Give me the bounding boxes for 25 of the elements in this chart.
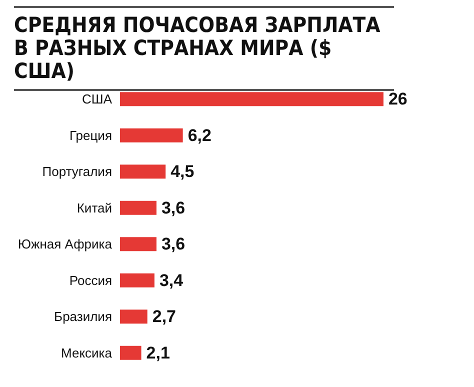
data-label: 26 [388, 90, 408, 109]
bar [120, 310, 148, 324]
data-label: 3,6 [161, 234, 186, 254]
y-tick-label: Мексика [60, 345, 113, 360]
data-label: 3,6 [161, 198, 186, 218]
y-tick-label: Китай [76, 200, 112, 216]
bar [120, 346, 142, 360]
data-label: 3,4 [159, 270, 184, 290]
y-tick-label: Россия [69, 272, 112, 288]
bar [120, 92, 384, 106]
bar [120, 164, 166, 179]
data-label: 2,1 [146, 343, 170, 362]
data-label: 6,2 [188, 126, 212, 145]
data-label: 4,5 [170, 162, 194, 182]
data-label: 2,7 [152, 307, 176, 326]
y-tick-label: Южная Африка [18, 236, 113, 252]
bar [120, 273, 154, 288]
chart-title: СРЕДНЯЯ ПОЧАСОВАЯ ЗАРПЛАТА В РАЗНЫХ СТРАНАХ МИРА ($ США) [14, 6, 394, 92]
bar [120, 237, 156, 252]
y-tick-label: США [82, 92, 112, 107]
bar [120, 200, 156, 215]
y-tick-label: Греция [69, 128, 112, 143]
y-tick-label: Португалия [42, 164, 112, 180]
y-tick-label: Бразилия [54, 309, 112, 324]
bar [120, 128, 183, 142]
